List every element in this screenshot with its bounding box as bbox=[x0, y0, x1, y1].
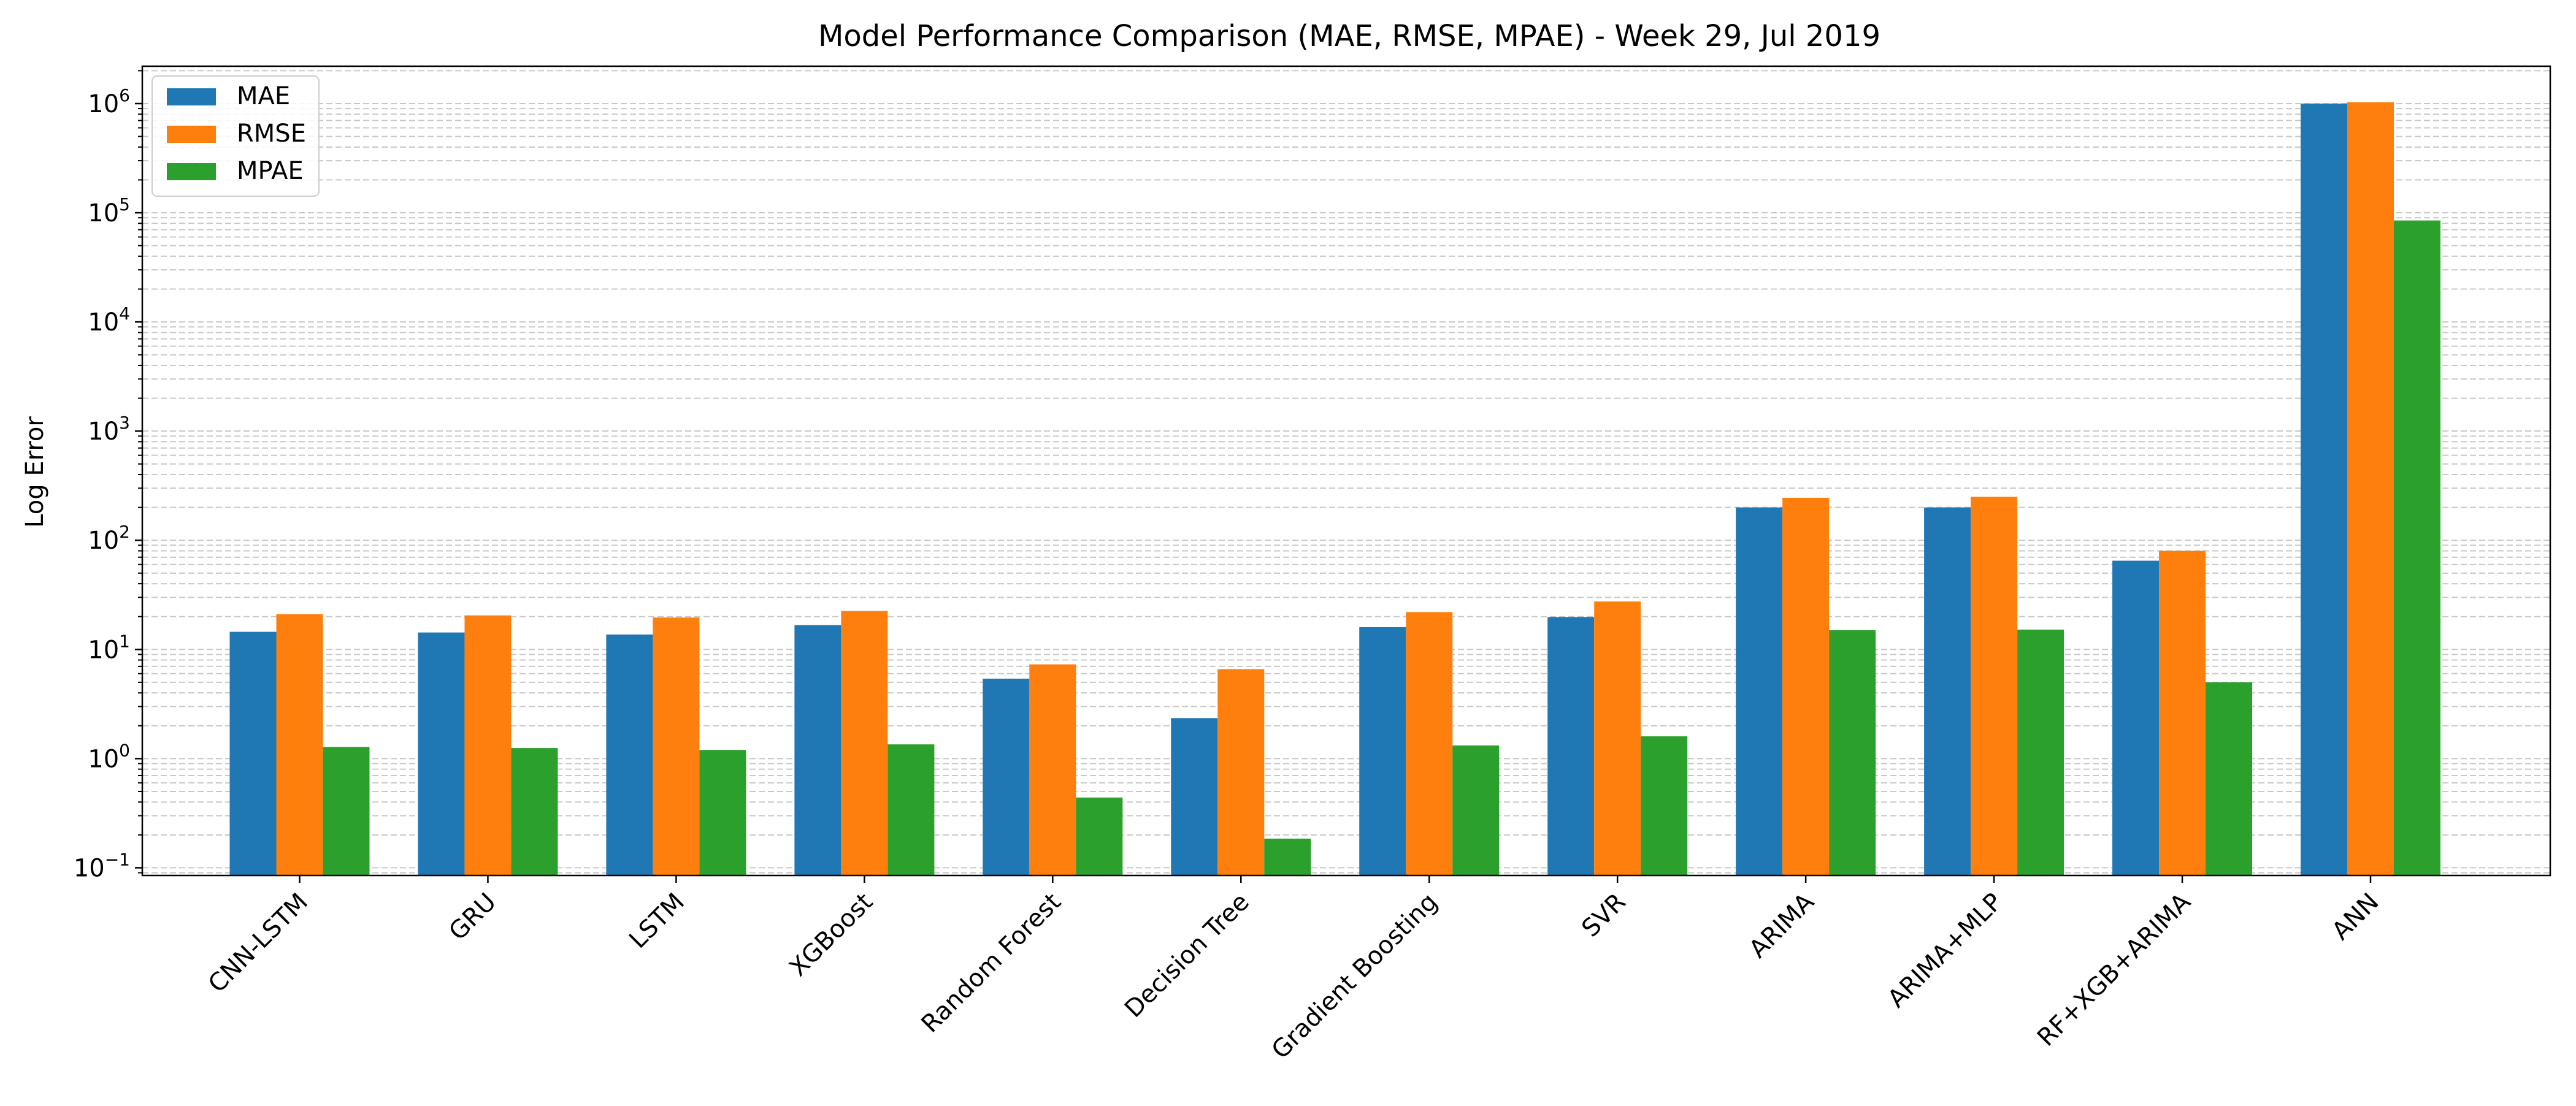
y-tick-label: 106 bbox=[88, 85, 130, 118]
bar-mpae-xgboost bbox=[887, 744, 935, 875]
y-axis-label: Log Error bbox=[21, 416, 49, 528]
bar-mpae-arima bbox=[1829, 630, 1876, 875]
y-tick-label: 101 bbox=[88, 631, 130, 664]
legend-label-mpae: MPAE bbox=[237, 157, 304, 185]
y-tick-label: 104 bbox=[88, 303, 130, 337]
bar-rmse-gradient-boosting bbox=[1406, 612, 1453, 875]
bars bbox=[229, 102, 2440, 876]
y-tick-label: 103 bbox=[88, 413, 130, 446]
bar-rmse-svr bbox=[1594, 601, 1641, 875]
bar-mpae-random-forest bbox=[1076, 797, 1123, 875]
bar-mae-svr bbox=[1547, 617, 1595, 875]
bar-mae-xgboost bbox=[794, 625, 841, 875]
legend-swatch-mae bbox=[167, 88, 216, 105]
bar-mae-rf-xgb-arima bbox=[2112, 560, 2160, 875]
bar-rmse-gru bbox=[464, 615, 512, 875]
bar-mae-cnn-lstm bbox=[229, 631, 277, 875]
bar-rmse-lstm bbox=[653, 617, 700, 875]
bar-mpae-svr bbox=[1641, 736, 1688, 875]
bar-rmse-rf-xgb-arima bbox=[2159, 551, 2206, 875]
bar-mpae-gru bbox=[511, 748, 558, 875]
bar-mae-decision-tree bbox=[1171, 718, 1218, 875]
bar-mae-arima-mlp bbox=[1924, 507, 1971, 875]
chart-title: Model Performance Comparison (MAE, RMSE,… bbox=[818, 19, 1880, 53]
bar-rmse-xgboost bbox=[841, 611, 888, 875]
bar-mae-lstm bbox=[606, 634, 653, 875]
bar-mpae-decision-tree bbox=[1264, 838, 1311, 875]
y-tick-label: 10−1 bbox=[74, 849, 130, 882]
bar-mae-arima bbox=[1736, 507, 1783, 875]
bar-rmse-decision-tree bbox=[1217, 669, 1265, 875]
bar-mae-gru bbox=[418, 632, 465, 875]
legend-swatch-mpae bbox=[167, 163, 216, 180]
bar-rmse-cnn-lstm bbox=[276, 614, 323, 875]
legend-swatch-rmse bbox=[167, 126, 216, 143]
bar-mae-random-forest bbox=[983, 678, 1030, 875]
y-tick-label: 105 bbox=[88, 194, 130, 227]
legend-label-mae: MAE bbox=[237, 82, 290, 110]
bar-mpae-cnn-lstm bbox=[323, 747, 370, 875]
bar-mpae-rf-xgb-arima bbox=[2206, 682, 2253, 875]
legend-label-rmse: RMSE bbox=[237, 120, 306, 148]
bar-mpae-lstm bbox=[699, 750, 746, 875]
y-tick-label: 100 bbox=[88, 740, 130, 773]
axes-frame bbox=[141, 65, 2551, 877]
bar-rmse-random-forest bbox=[1029, 664, 1076, 875]
bar-rmse-ann bbox=[2347, 102, 2394, 876]
y-axis-ticks: 10−1 100 101 102 103 104 105 106 bbox=[74, 70, 142, 882]
bar-mae-ann bbox=[2301, 103, 2347, 876]
bar-rmse-arima-mlp bbox=[1971, 497, 2018, 875]
legend: MAE RMSE MPAE bbox=[151, 75, 320, 197]
bar-mpae-gradient-boosting bbox=[1452, 745, 1500, 875]
bar-mpae-ann bbox=[2394, 220, 2440, 875]
bar-mpae-arima-mlp bbox=[2017, 629, 2064, 875]
bar-mae-gradient-boosting bbox=[1359, 627, 1406, 875]
bar-rmse-arima bbox=[1782, 497, 1830, 875]
y-tick-label: 102 bbox=[88, 522, 130, 555]
